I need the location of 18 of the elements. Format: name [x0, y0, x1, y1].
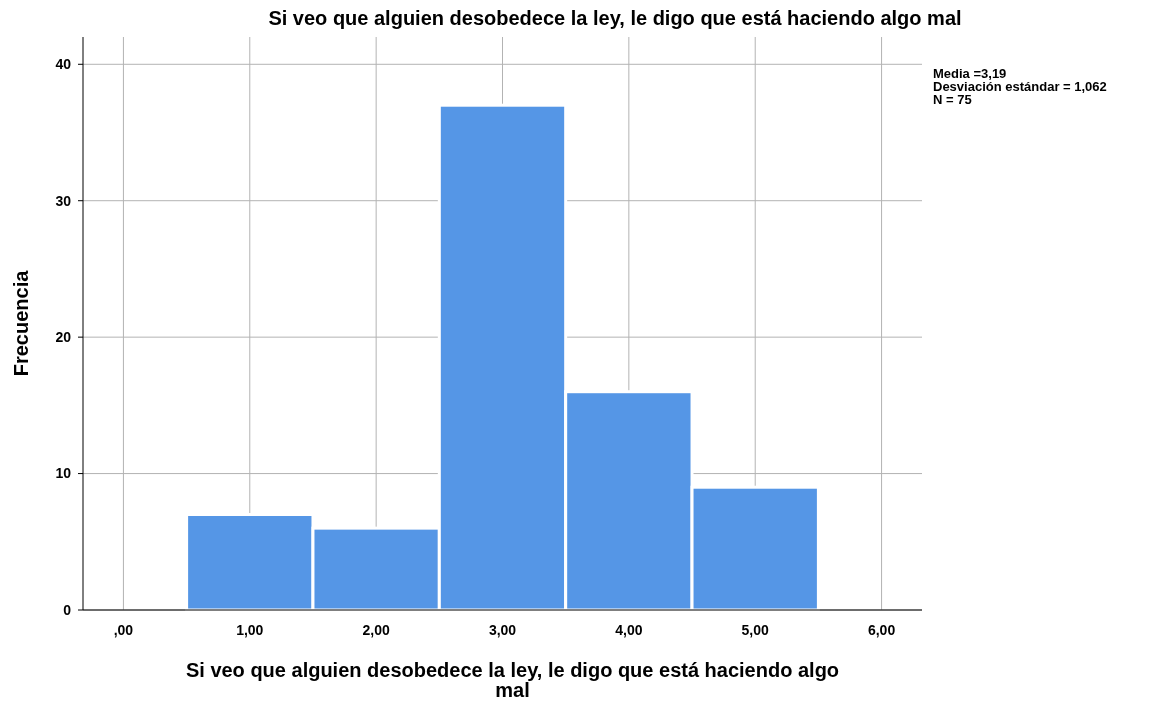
y-axis-title: Frecuencia: [10, 269, 32, 377]
x-tick-label: 4,00: [615, 622, 643, 638]
x-axis-title: Si veo que alguien desobedece la ley, le digo que está haciendo algo mal: [185, 659, 840, 701]
x-tick-label: 6,00: [867, 622, 896, 638]
x-tick-label: 2,00: [362, 622, 390, 638]
x-tick-label: 5,00: [741, 622, 770, 638]
text: Desviación estándar = 1,062: [933, 79, 1107, 94]
x-tick-label: ,00: [113, 622, 134, 638]
x-tick-label: 1,00: [236, 622, 264, 638]
y-tick-label: 40: [55, 56, 72, 73]
y-tick-label: 30: [55, 192, 72, 209]
text: Media =3,19: [933, 66, 1007, 81]
y-tick-label: 10: [55, 465, 72, 482]
y-tick-label: 0: [63, 601, 72, 618]
y-tick-label: 20: [55, 329, 72, 346]
chart-title: Si veo que alguien desobedece la ley, le digo que está haciendo algo mal: [268, 7, 962, 29]
text: N = 75: [933, 92, 972, 107]
x-tick-label: 3,00: [488, 622, 517, 638]
